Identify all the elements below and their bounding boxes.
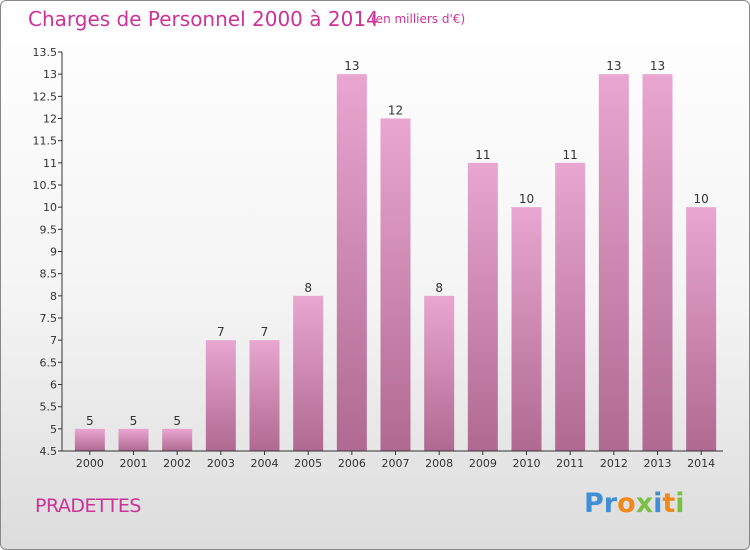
data-label: 7 — [217, 325, 225, 339]
logo-letter: t — [662, 488, 676, 519]
bar — [642, 74, 673, 452]
y-tick-label: 10 — [43, 201, 57, 214]
y-tick-label: 5 — [50, 423, 57, 436]
proxiti-logo: Proxiti — [584, 488, 685, 519]
y-tick-label: 9 — [50, 246, 57, 259]
x-tick-label: 2012 — [600, 457, 628, 470]
logo-letter: P — [584, 488, 604, 519]
y-tick-label: 9.5 — [40, 223, 58, 236]
bar — [380, 118, 411, 451]
y-tick-label: 10.5 — [33, 179, 58, 192]
data-label: 12 — [388, 104, 403, 118]
bar — [74, 428, 105, 451]
x-tick-label: 2014 — [687, 457, 715, 470]
x-tick-label: 2006 — [338, 457, 366, 470]
y-tick-label: 7 — [50, 334, 57, 347]
data-label: 11 — [475, 148, 490, 162]
commune-name: PRADETTES — [35, 495, 141, 517]
y-tick-label: 6.5 — [40, 356, 58, 369]
y-tick-label: 11 — [43, 157, 57, 170]
data-label: 5 — [173, 414, 181, 428]
x-tick-label: 2011 — [556, 457, 584, 470]
y-tick-label: 8 — [50, 290, 57, 303]
y-tick-label: 7.5 — [40, 312, 58, 325]
bar — [205, 340, 236, 451]
x-tick-label: 2001 — [120, 457, 148, 470]
data-label: 8 — [304, 281, 312, 295]
data-label: 11 — [563, 148, 578, 162]
data-label: 7 — [261, 325, 269, 339]
y-tick-label: 13.5 — [33, 46, 58, 59]
bar — [555, 162, 586, 452]
y-tick-label: 5.5 — [40, 401, 58, 414]
y-tick-label: 8.5 — [40, 268, 58, 281]
bar — [511, 207, 542, 451]
bar — [118, 428, 149, 451]
y-tick-label: 11.5 — [33, 135, 58, 148]
logo-letter: x — [635, 488, 654, 519]
x-tick-label: 2005 — [294, 457, 322, 470]
logo-letter: i — [653, 488, 663, 519]
data-label: 10 — [694, 192, 709, 206]
logo-letter: r — [603, 488, 618, 519]
data-label: 8 — [435, 281, 443, 295]
bar — [249, 340, 280, 451]
x-tick-label: 2004 — [251, 457, 279, 470]
data-label: 13 — [650, 59, 665, 73]
y-tick-label: 13 — [43, 68, 57, 81]
bar — [686, 207, 717, 451]
x-tick-label: 2000 — [76, 457, 104, 470]
bar — [598, 74, 629, 452]
bar — [293, 295, 324, 451]
x-tick-label: 2013 — [644, 457, 672, 470]
x-tick-label: 2007 — [382, 457, 410, 470]
x-tick-label: 2002 — [163, 457, 191, 470]
y-tick-label: 12.5 — [33, 90, 58, 103]
bar — [424, 295, 455, 451]
data-label: 10 — [519, 192, 534, 206]
y-tick-label: 4.5 — [40, 445, 58, 458]
chart-subtitle: (en milliers d'€) — [371, 12, 466, 26]
data-label: 13 — [606, 59, 621, 73]
logo-letter: o — [617, 488, 636, 519]
bar — [162, 428, 193, 451]
data-label: 5 — [130, 414, 138, 428]
x-tick-label: 2008 — [425, 457, 453, 470]
x-tick-label: 2010 — [513, 457, 541, 470]
y-tick-label: 12 — [43, 113, 57, 126]
logo-letter: i — [675, 488, 685, 519]
x-tick-label: 2003 — [207, 457, 235, 470]
bar — [467, 162, 498, 452]
x-tick-label: 2009 — [469, 457, 497, 470]
data-label: 13 — [344, 59, 359, 73]
data-label: 5 — [86, 414, 94, 428]
bar — [336, 74, 367, 452]
chart-title: Charges de Personnel 2000 à 2014 — [28, 7, 379, 31]
y-tick-label: 6 — [50, 379, 57, 392]
